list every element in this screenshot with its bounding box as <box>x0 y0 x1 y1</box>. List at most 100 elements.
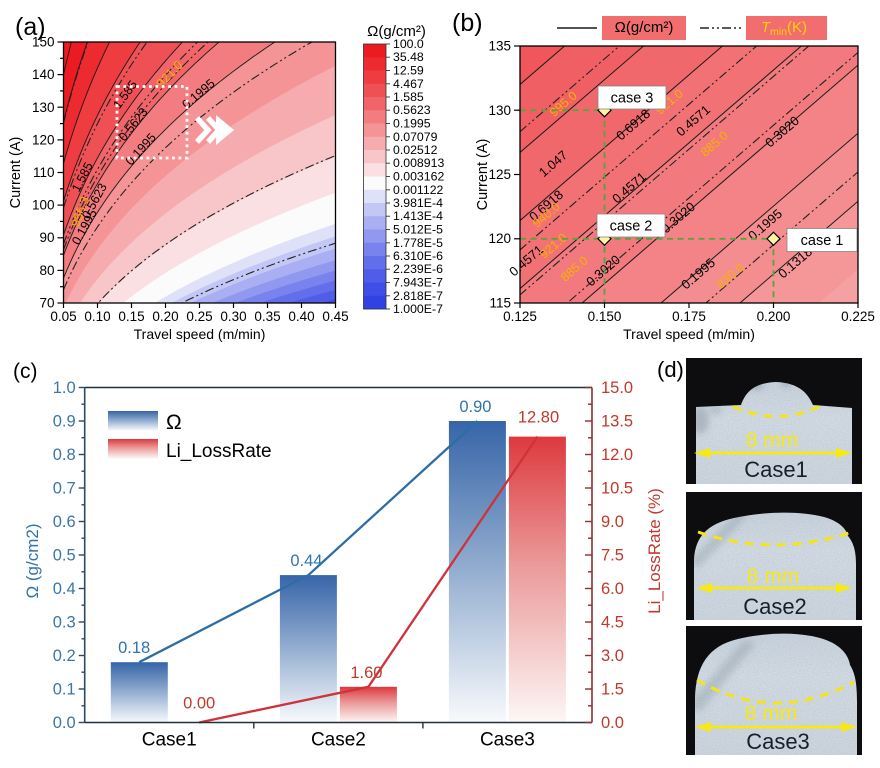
svg-text:4.467: 4.467 <box>393 77 424 91</box>
svg-text:0.225: 0.225 <box>841 309 875 324</box>
svg-text:2.239E-6: 2.239E-6 <box>393 262 443 276</box>
svg-text:1.0: 1.0 <box>53 379 76 397</box>
svg-text:90: 90 <box>39 230 54 245</box>
svg-text:130: 130 <box>32 100 55 115</box>
svg-text:Case2: Case2 <box>311 730 366 751</box>
svg-text:6.0: 6.0 <box>601 580 624 598</box>
svg-text:0.1: 0.1 <box>53 681 76 699</box>
svg-text:0.150: 0.150 <box>588 309 622 324</box>
svg-text:0.05: 0.05 <box>50 309 76 324</box>
svg-text:1.5: 1.5 <box>601 681 624 699</box>
svg-text:1.60: 1.60 <box>350 664 382 682</box>
svg-text:Li_LossRate (%): Li_LossRate (%) <box>645 488 664 614</box>
svg-text:Case3: Case3 <box>746 729 810 754</box>
svg-text:7.943E-7: 7.943E-7 <box>393 276 443 290</box>
svg-text:Case3: Case3 <box>480 730 535 751</box>
svg-text:0.00: 0.00 <box>183 695 215 713</box>
svg-text:1.413E-4: 1.413E-4 <box>393 209 443 223</box>
svg-text:0.6: 0.6 <box>53 513 76 531</box>
svg-text:Current (A): Current (A) <box>8 137 24 209</box>
svg-text:case 3: case 3 <box>611 91 654 107</box>
svg-text:(a): (a) <box>15 13 46 41</box>
svg-text:(d): (d) <box>657 357 684 382</box>
svg-text:0.0: 0.0 <box>601 714 624 732</box>
svg-text:130: 130 <box>488 103 511 118</box>
svg-text:110: 110 <box>33 165 55 180</box>
svg-text:0.0: 0.0 <box>53 714 76 732</box>
svg-text:9.0: 9.0 <box>601 513 624 531</box>
svg-text:12.59: 12.59 <box>393 64 424 78</box>
svg-text:case 2: case 2 <box>610 219 653 235</box>
svg-text:1.585: 1.585 <box>393 90 424 104</box>
svg-text:Travel speed (m/min): Travel speed (m/min) <box>134 326 266 342</box>
svg-text:0.40: 0.40 <box>288 309 314 324</box>
svg-text:0.200: 0.200 <box>757 309 791 324</box>
svg-text:Ω (g/cm2): Ω (g/cm2) <box>23 523 42 598</box>
svg-text:Li_LossRate: Li_LossRate <box>166 441 272 462</box>
svg-text:8 mm: 8 mm <box>745 702 798 725</box>
svg-text:(K): (K) <box>787 19 807 36</box>
svg-text:0.07079: 0.07079 <box>393 130 438 144</box>
svg-text:Case1: Case1 <box>744 457 808 482</box>
svg-text:80: 80 <box>39 263 54 278</box>
svg-text:125: 125 <box>488 167 511 182</box>
svg-text:0.25: 0.25 <box>186 309 212 324</box>
svg-text:0.175: 0.175 <box>672 309 706 324</box>
svg-text:3.0: 3.0 <box>601 647 624 665</box>
svg-text:0.9: 0.9 <box>53 413 76 431</box>
svg-text:case 1: case 1 <box>801 233 844 249</box>
svg-text:1.778E-5: 1.778E-5 <box>393 236 443 250</box>
svg-text:115: 115 <box>489 296 511 311</box>
svg-text:0.15: 0.15 <box>118 309 144 324</box>
svg-text:150: 150 <box>32 35 55 50</box>
svg-text:13.5: 13.5 <box>601 413 633 431</box>
svg-text:1.000E-7: 1.000E-7 <box>393 302 443 316</box>
svg-text:(b): (b) <box>452 9 483 37</box>
svg-text:0.35: 0.35 <box>254 309 280 324</box>
svg-text:4.5: 4.5 <box>601 614 624 632</box>
svg-text:12.80: 12.80 <box>518 409 559 427</box>
svg-text:5.012E-5: 5.012E-5 <box>393 223 443 237</box>
svg-text:3.981E-4: 3.981E-4 <box>393 196 443 210</box>
svg-text:0.5: 0.5 <box>53 547 76 565</box>
svg-text:0.18: 0.18 <box>118 639 150 657</box>
svg-text:0.3: 0.3 <box>53 614 76 632</box>
svg-text:0.44: 0.44 <box>290 552 322 570</box>
svg-text:Case1: Case1 <box>142 730 197 751</box>
svg-text:2.818E-7: 2.818E-7 <box>393 289 443 303</box>
svg-text:8 mm: 8 mm <box>746 429 799 452</box>
svg-text:12.0: 12.0 <box>601 446 633 464</box>
svg-text:70: 70 <box>39 296 54 311</box>
svg-text:100.0: 100.0 <box>393 37 424 51</box>
svg-text:0.5623: 0.5623 <box>393 103 431 117</box>
svg-text:15.0: 15.0 <box>601 379 633 397</box>
svg-text:0.20: 0.20 <box>152 309 178 324</box>
svg-text:0.4: 0.4 <box>53 580 76 598</box>
svg-text:0.1995: 0.1995 <box>393 117 431 131</box>
svg-text:0.008913: 0.008913 <box>393 156 444 170</box>
svg-text:100: 100 <box>32 198 55 213</box>
svg-text:6.310E-6: 6.310E-6 <box>393 249 443 263</box>
svg-text:0.001122: 0.001122 <box>393 183 444 197</box>
svg-text:Ω: Ω <box>166 411 182 434</box>
svg-text:min: min <box>770 26 787 38</box>
svg-text:0.125: 0.125 <box>503 309 537 324</box>
svg-text:Ω(g/cm²): Ω(g/cm²) <box>615 19 674 36</box>
svg-text:0.003162: 0.003162 <box>393 170 444 184</box>
svg-text:0.2: 0.2 <box>53 647 76 665</box>
svg-text:Travel speed (m/min): Travel speed (m/min) <box>623 326 755 342</box>
svg-text:0.10: 0.10 <box>84 309 110 324</box>
svg-text:120: 120 <box>32 132 55 147</box>
svg-text:0.30: 0.30 <box>220 309 246 324</box>
svg-text:8 mm: 8 mm <box>747 565 800 588</box>
svg-text:35.48: 35.48 <box>393 50 424 64</box>
svg-text:7.5: 7.5 <box>601 547 624 565</box>
svg-text:0.90: 0.90 <box>459 398 491 416</box>
svg-text:(c): (c) <box>13 360 38 383</box>
svg-text:Case2: Case2 <box>743 594 807 619</box>
svg-text:T: T <box>761 19 772 36</box>
svg-text:0.02512: 0.02512 <box>393 143 438 157</box>
svg-text:0.7: 0.7 <box>53 480 76 498</box>
svg-text:0.45: 0.45 <box>322 309 348 324</box>
svg-text:120: 120 <box>488 231 511 246</box>
